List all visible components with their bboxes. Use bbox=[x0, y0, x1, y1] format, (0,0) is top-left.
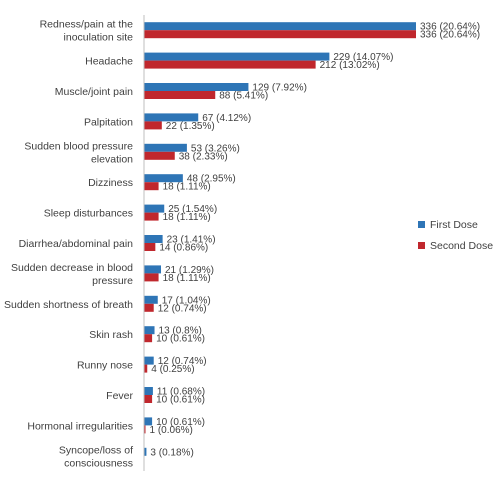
first-dose-value-label: 10 (0.61%) bbox=[156, 417, 205, 428]
second-dose-bar bbox=[144, 121, 162, 130]
first-dose-bar bbox=[144, 356, 154, 365]
second-dose-value-label: 10 (0.61%) bbox=[156, 334, 205, 345]
category-label: Muscle/joint pain bbox=[55, 86, 133, 98]
first-dose-bar bbox=[144, 387, 153, 395]
first-dose-value-label: 53 (3.26%) bbox=[191, 143, 240, 154]
legend: First Dose Second Dose bbox=[418, 219, 493, 252]
first-dose-bar bbox=[144, 22, 416, 31]
second-dose-bar bbox=[144, 243, 156, 251]
second-dose-value-label: 18 (1.11%) bbox=[163, 273, 211, 284]
second-dose-bar bbox=[144, 303, 154, 312]
second-dose-bar bbox=[144, 425, 146, 434]
second-dose-value-label: 38 (2.33%) bbox=[179, 151, 228, 162]
first-dose-value-label: 21 (1.29%) bbox=[165, 265, 214, 276]
first-dose-value-label: 25 (1.54%) bbox=[168, 204, 217, 215]
second-dose-bar bbox=[144, 212, 159, 221]
second-dose-value-label: 88 (5.41%) bbox=[219, 91, 268, 102]
second-dose-value-label: 336 (20.64%) bbox=[420, 30, 480, 41]
first-dose-bar bbox=[144, 447, 147, 456]
category-label: Runny nose bbox=[77, 360, 133, 372]
category-label: Palpitation bbox=[84, 116, 133, 128]
category-label: Diarrhea/abdominal pain bbox=[19, 238, 134, 250]
legend-label-first-dose: First Dose bbox=[430, 219, 478, 231]
first-dose-value-label: 3 (0.18%) bbox=[150, 447, 193, 458]
second-dose-bar bbox=[144, 30, 416, 39]
category-label: Fever bbox=[106, 390, 133, 402]
first-dose-bar bbox=[144, 265, 161, 274]
second-dose-bar bbox=[144, 91, 216, 99]
second-dose-value-label: 12 (0.74%) bbox=[158, 303, 207, 314]
first-dose-bar bbox=[144, 204, 165, 213]
first-dose-bar bbox=[144, 235, 163, 243]
first-dose-bar bbox=[144, 417, 153, 426]
first-dose-value-label: 129 (7.92%) bbox=[252, 83, 306, 94]
first-dose-bar bbox=[144, 113, 199, 122]
first-dose-value-label: 23 (1.41%) bbox=[167, 235, 216, 246]
second-dose-bar bbox=[144, 182, 159, 191]
category-labels: Redness/pain at the inoculation site Heada… bbox=[4, 19, 134, 470]
category-label: Sudden shortness of breath bbox=[4, 299, 133, 311]
category-label: Syncope/loss of consciousness bbox=[59, 444, 133, 469]
first-dose-value-label: 11 (0.68%) bbox=[157, 387, 205, 398]
bars bbox=[144, 22, 416, 456]
category-label: Redness/pain at the inoculation site bbox=[40, 19, 134, 44]
first-dose-value-label: 336 (20.64%) bbox=[420, 22, 480, 33]
legend-swatch-first-dose bbox=[418, 221, 425, 228]
first-dose-value-label: 48 (2.95%) bbox=[187, 174, 236, 185]
legend-swatch-second-dose bbox=[418, 242, 425, 249]
legend-label-second-dose: Second Dose bbox=[430, 240, 493, 252]
second-dose-value-label: 212 (13.02%) bbox=[320, 60, 380, 71]
category-label: Dizziness bbox=[88, 177, 133, 189]
first-dose-value-label: 67 (4.12%) bbox=[202, 113, 251, 124]
first-dose-bar bbox=[144, 295, 158, 304]
second-dose-value-label: 22 (1.35%) bbox=[166, 121, 215, 132]
category-label: Skin rash bbox=[89, 329, 133, 341]
second-dose-value-label: 18 (1.11%) bbox=[163, 182, 211, 193]
first-dose-bar bbox=[144, 52, 330, 61]
category-label: Headache bbox=[85, 56, 133, 68]
second-dose-bar bbox=[144, 364, 148, 373]
first-dose-bar bbox=[144, 326, 155, 335]
category-label: Sleep disturbances bbox=[44, 208, 133, 220]
second-dose-bar bbox=[144, 273, 159, 282]
second-dose-bar bbox=[144, 334, 153, 343]
second-dose-value-label: 4 (0.25%) bbox=[151, 364, 194, 375]
first-dose-value-label: 12 (0.74%) bbox=[158, 356, 207, 367]
first-dose-bar bbox=[144, 143, 187, 152]
category-label: Hormonal irregularities bbox=[27, 420, 133, 432]
second-dose-value-label: 14 (0.86%) bbox=[159, 243, 208, 254]
first-dose-bar bbox=[144, 83, 249, 91]
data-labels: 336 (20.64%)336 (20.64%) 229 (14.07%)212 … bbox=[150, 22, 481, 459]
first-dose-value-label: 229 (14.07%) bbox=[333, 52, 393, 63]
first-dose-value-label: 17 (1.04%) bbox=[162, 295, 211, 306]
category-label: Sudden blood pressure elevation bbox=[24, 140, 133, 165]
first-dose-value-label: 13 (0.8%) bbox=[159, 326, 202, 337]
second-dose-bar bbox=[144, 151, 175, 160]
second-dose-bar bbox=[144, 395, 153, 403]
second-dose-bar bbox=[144, 60, 316, 69]
category-label: Sudden decrease in blood pressure bbox=[11, 262, 133, 287]
second-dose-value-label: 1 (0.06%) bbox=[150, 425, 193, 436]
second-dose-value-label: 10 (0.61%) bbox=[156, 395, 205, 406]
first-dose-bar bbox=[144, 174, 183, 183]
second-dose-value-label: 18 (1.11%) bbox=[163, 212, 211, 223]
